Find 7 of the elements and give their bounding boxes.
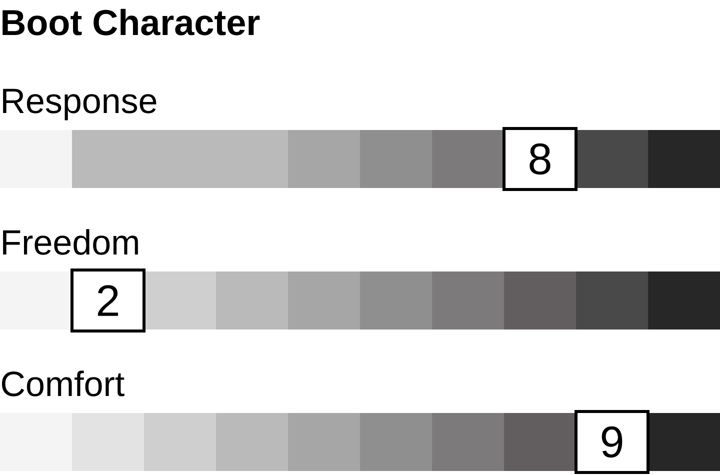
data-label: 8 xyxy=(530,143,550,175)
data-label: 9 xyxy=(602,426,622,458)
text: Boot Character xyxy=(2,8,260,36)
category-label: Freedom xyxy=(3,229,138,255)
category-label: Response xyxy=(3,88,156,120)
category-label: Comfort xyxy=(2,370,124,396)
data-label: 2 xyxy=(98,285,118,316)
